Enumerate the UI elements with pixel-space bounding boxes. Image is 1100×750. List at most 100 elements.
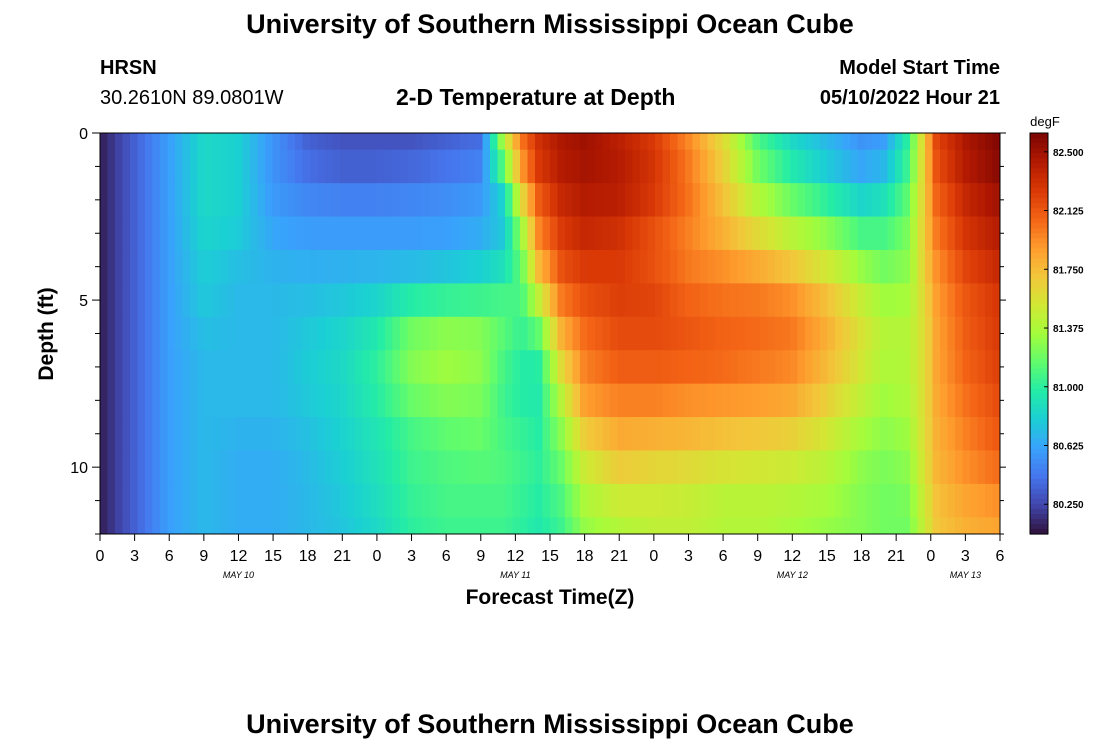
heatmap-cell xyxy=(677,450,686,485)
heatmap-cell xyxy=(145,350,154,385)
heatmap-cell xyxy=(760,450,769,485)
heatmap-cell xyxy=(100,450,109,485)
heatmap-cell xyxy=(482,133,491,151)
heatmap-cell xyxy=(827,316,836,351)
heatmap-cell xyxy=(220,417,229,452)
heatmap-cell xyxy=(535,517,544,534)
heatmap-cell xyxy=(872,383,881,418)
heatmap-cell xyxy=(302,517,311,534)
heatmap-cell xyxy=(842,483,851,518)
heatmap-cell xyxy=(587,216,596,251)
heatmap-cell xyxy=(205,350,214,385)
heatmap-cell xyxy=(557,183,566,218)
heatmap-cell xyxy=(880,417,889,452)
y-axis-label: Depth (ft) xyxy=(35,287,58,380)
heatmap-cell xyxy=(370,417,379,452)
heatmap-cell xyxy=(542,216,551,251)
heatmap-cell xyxy=(835,350,844,385)
heatmap-cell xyxy=(647,350,656,385)
heatmap-cell xyxy=(602,216,611,251)
heatmap-cell xyxy=(535,249,544,284)
heatmap-cell xyxy=(932,383,941,418)
heatmap-cell xyxy=(145,133,154,151)
heatmap-cell xyxy=(917,316,926,351)
heatmap-cell xyxy=(347,483,356,518)
x-tick-label: 3 xyxy=(961,548,970,565)
heatmap-cell xyxy=(902,283,911,318)
heatmap-cell xyxy=(377,249,386,284)
x-tick-label: 6 xyxy=(165,548,174,565)
heatmap-cell xyxy=(640,249,649,284)
heatmap-cell xyxy=(437,149,446,184)
heatmap-cell xyxy=(932,517,941,534)
heatmap-cell xyxy=(572,183,581,218)
heatmap-cell xyxy=(467,149,476,184)
heatmap-cell xyxy=(317,383,326,418)
heatmap-cell xyxy=(257,417,266,452)
heatmap-cell xyxy=(842,417,851,452)
heatmap-cell xyxy=(707,249,716,284)
heatmap-cell xyxy=(640,517,649,534)
heatmap-cell xyxy=(460,133,469,151)
heatmap-cell xyxy=(422,249,431,284)
heatmap-cell xyxy=(985,350,994,385)
heatmap-cell xyxy=(370,249,379,284)
heatmap-cell xyxy=(767,517,776,534)
heatmap-cell xyxy=(707,483,716,518)
heatmap-cell xyxy=(610,383,619,418)
heatmap-cell xyxy=(692,216,701,251)
heatmap-cell xyxy=(535,417,544,452)
heatmap-cell xyxy=(490,450,499,485)
heatmap-cell xyxy=(355,133,364,151)
colorbar-segment xyxy=(1030,478,1048,485)
colorbar-segment xyxy=(1030,473,1048,480)
heatmap-cell xyxy=(880,216,889,251)
heatmap-cell xyxy=(130,517,139,534)
heatmap-cell xyxy=(655,133,664,151)
heatmap-cell xyxy=(527,216,536,251)
heatmap-cell xyxy=(550,216,559,251)
heatmap-cell xyxy=(715,517,724,534)
heatmap-cell xyxy=(707,149,716,184)
heatmap-cell xyxy=(940,383,949,418)
heatmap-cell xyxy=(280,283,289,318)
plot-title: 2-D Temperature at Depth xyxy=(396,84,676,110)
heatmap-cell xyxy=(167,350,176,385)
heatmap-cell xyxy=(715,350,724,385)
heatmap-cell xyxy=(737,517,746,534)
heatmap-cell xyxy=(872,249,881,284)
heatmap-cell xyxy=(752,316,761,351)
heatmap-cell xyxy=(205,450,214,485)
heatmap-cell xyxy=(317,483,326,518)
heatmap-cell xyxy=(985,316,994,351)
heatmap-cell xyxy=(497,450,506,485)
heatmap-cell xyxy=(895,149,904,184)
colorbar-segment xyxy=(1030,453,1048,460)
heatmap-cell xyxy=(775,450,784,485)
heatmap-cell xyxy=(130,149,139,184)
heatmap-cell xyxy=(265,133,274,151)
heatmap-cell xyxy=(520,383,529,418)
heatmap-cell xyxy=(437,383,446,418)
heatmap-cell xyxy=(677,316,686,351)
heatmap-cell xyxy=(355,316,364,351)
heatmap-cell xyxy=(610,450,619,485)
heatmap-cell xyxy=(895,450,904,485)
heatmap-cell xyxy=(430,417,439,452)
heatmap-cell xyxy=(775,417,784,452)
heatmap-cell xyxy=(977,283,986,318)
heatmap-cell xyxy=(137,249,146,284)
heatmap-cell xyxy=(115,149,124,184)
heatmap-cell xyxy=(355,417,364,452)
heatmap-cell xyxy=(872,350,881,385)
heatmap-cell xyxy=(362,483,371,518)
heatmap-cell xyxy=(527,350,536,385)
heatmap-cell xyxy=(925,216,934,251)
colorbar-segment xyxy=(1030,403,1048,410)
heatmap-cell xyxy=(662,383,671,418)
heatmap-cell xyxy=(115,417,124,452)
heatmap-cell xyxy=(572,483,581,518)
heatmap-cell xyxy=(857,133,866,151)
heatmap-cell xyxy=(280,450,289,485)
heatmap-cell xyxy=(812,417,821,452)
